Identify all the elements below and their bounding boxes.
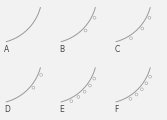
Text: A: A [4,45,10,54]
Circle shape [32,86,35,89]
Circle shape [135,93,138,96]
Circle shape [84,29,87,32]
Circle shape [40,74,42,76]
Circle shape [130,37,132,40]
Circle shape [129,98,132,100]
Circle shape [149,75,151,78]
Circle shape [141,27,144,30]
Circle shape [148,16,151,19]
Text: B: B [59,45,64,54]
Circle shape [83,90,86,93]
Circle shape [89,84,91,87]
Text: F: F [114,105,119,114]
Circle shape [140,88,143,91]
Circle shape [93,16,96,19]
Circle shape [70,100,73,102]
Circle shape [145,82,148,85]
Text: C: C [114,45,119,54]
Circle shape [77,96,80,98]
Circle shape [93,77,96,80]
Text: D: D [4,105,10,114]
Text: E: E [59,105,64,114]
